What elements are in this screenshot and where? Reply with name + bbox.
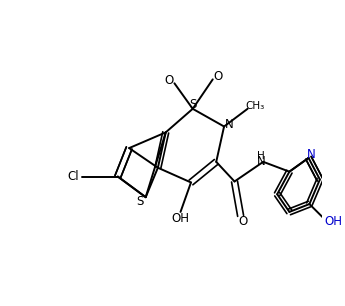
Text: N: N xyxy=(307,148,315,161)
Text: OH: OH xyxy=(171,212,189,225)
Text: CH₃: CH₃ xyxy=(245,101,265,111)
Text: Cl: Cl xyxy=(67,170,79,183)
Text: N: N xyxy=(256,155,265,168)
Text: S: S xyxy=(137,195,144,208)
Text: S: S xyxy=(189,98,196,111)
Text: H: H xyxy=(257,151,265,162)
Text: O: O xyxy=(214,70,223,84)
Text: O: O xyxy=(238,215,248,228)
Text: OH: OH xyxy=(324,215,342,228)
Text: O: O xyxy=(165,74,174,88)
Text: N: N xyxy=(225,118,234,131)
